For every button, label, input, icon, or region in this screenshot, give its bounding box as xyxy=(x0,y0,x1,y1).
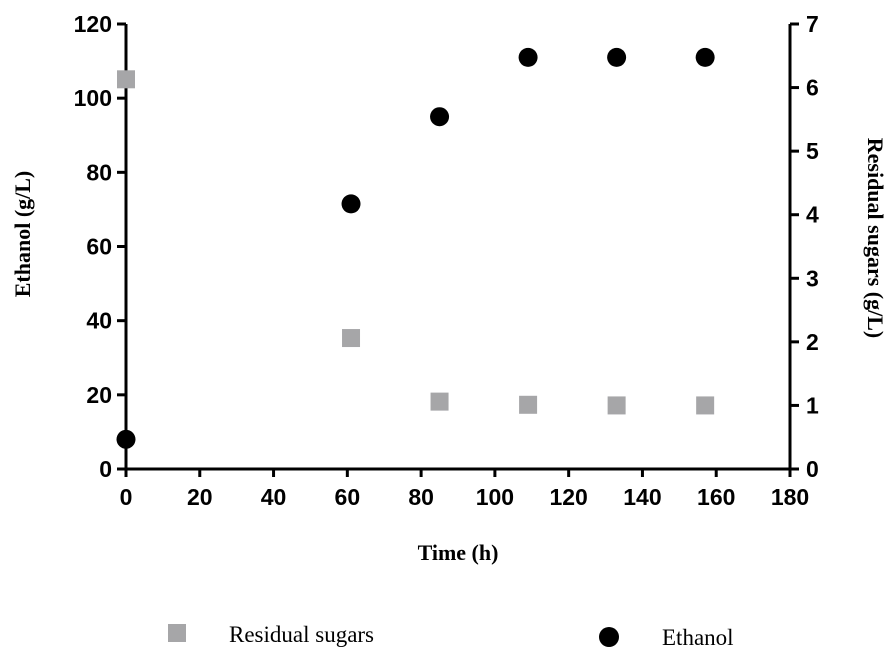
x-axis-title: Time (h) xyxy=(418,540,499,565)
right-y-tick-label: 0 xyxy=(806,456,819,482)
x-tick-label: 140 xyxy=(623,484,661,510)
ethanol-point xyxy=(430,107,450,127)
legend-label-ethanol: Ethanol xyxy=(662,625,734,650)
ethanol-point xyxy=(695,47,715,67)
x-tick-label: 100 xyxy=(476,484,514,510)
x-tick-label: 40 xyxy=(261,484,287,510)
right-y-tick-label: 2 xyxy=(806,329,819,355)
right-y-tick-label: 7 xyxy=(806,11,819,37)
ethanol-point xyxy=(341,194,361,214)
right-y-tick-label: 1 xyxy=(806,392,819,418)
x-tick-label: 180 xyxy=(771,484,809,510)
left-y-axis-ticks: 0 20 40 60 80 100 120 xyxy=(74,11,126,482)
residual-sugars-point xyxy=(696,396,715,415)
left-y-tick-label: 60 xyxy=(86,234,112,260)
right-y-tick-label: 3 xyxy=(806,265,819,291)
right-y-tick-label: 4 xyxy=(806,202,819,228)
legend: Residual sugars Ethanol xyxy=(168,622,734,650)
residual-sugars-point xyxy=(117,70,135,89)
left-y-tick-label: 80 xyxy=(86,159,112,185)
left-y-tick-label: 20 xyxy=(86,382,112,408)
legend-marker-residual-sugars xyxy=(168,624,186,642)
x-tick-label: 0 xyxy=(120,484,133,510)
x-tick-label: 160 xyxy=(697,484,735,510)
residual-sugars-point xyxy=(519,395,538,414)
ethanol-point xyxy=(518,47,538,67)
left-y-axis-title: Ethanol (g/L) xyxy=(10,171,35,298)
left-y-tick-label: 100 xyxy=(74,85,112,111)
left-y-tick-label: 120 xyxy=(74,11,112,37)
residual-sugars-point xyxy=(342,329,361,348)
residual-sugars-point xyxy=(607,396,626,415)
ethanol-point xyxy=(607,47,627,67)
right-y-axis-title: Residual sugars (g/L) xyxy=(863,138,888,338)
x-tick-label: 120 xyxy=(549,484,587,510)
right-y-tick-label: 5 xyxy=(806,138,819,164)
x-tick-label: 80 xyxy=(408,484,434,510)
legend-label-residual-sugars: Residual sugars xyxy=(229,622,374,647)
data-points xyxy=(116,47,715,449)
ethanol-point xyxy=(116,429,136,449)
right-y-axis-ticks: 0 1 2 3 4 5 6 7 xyxy=(790,11,819,482)
legend-marker-ethanol xyxy=(599,627,619,647)
residual-sugars-point xyxy=(430,392,449,411)
x-tick-label: 60 xyxy=(335,484,361,510)
left-y-tick-label: 0 xyxy=(99,456,112,482)
x-axis-ticks: 0 20 40 60 80 100 120 140 160 180 xyxy=(120,469,809,510)
right-y-tick-label: 6 xyxy=(806,75,819,101)
x-tick-label: 20 xyxy=(187,484,213,510)
left-y-tick-label: 40 xyxy=(86,308,112,334)
